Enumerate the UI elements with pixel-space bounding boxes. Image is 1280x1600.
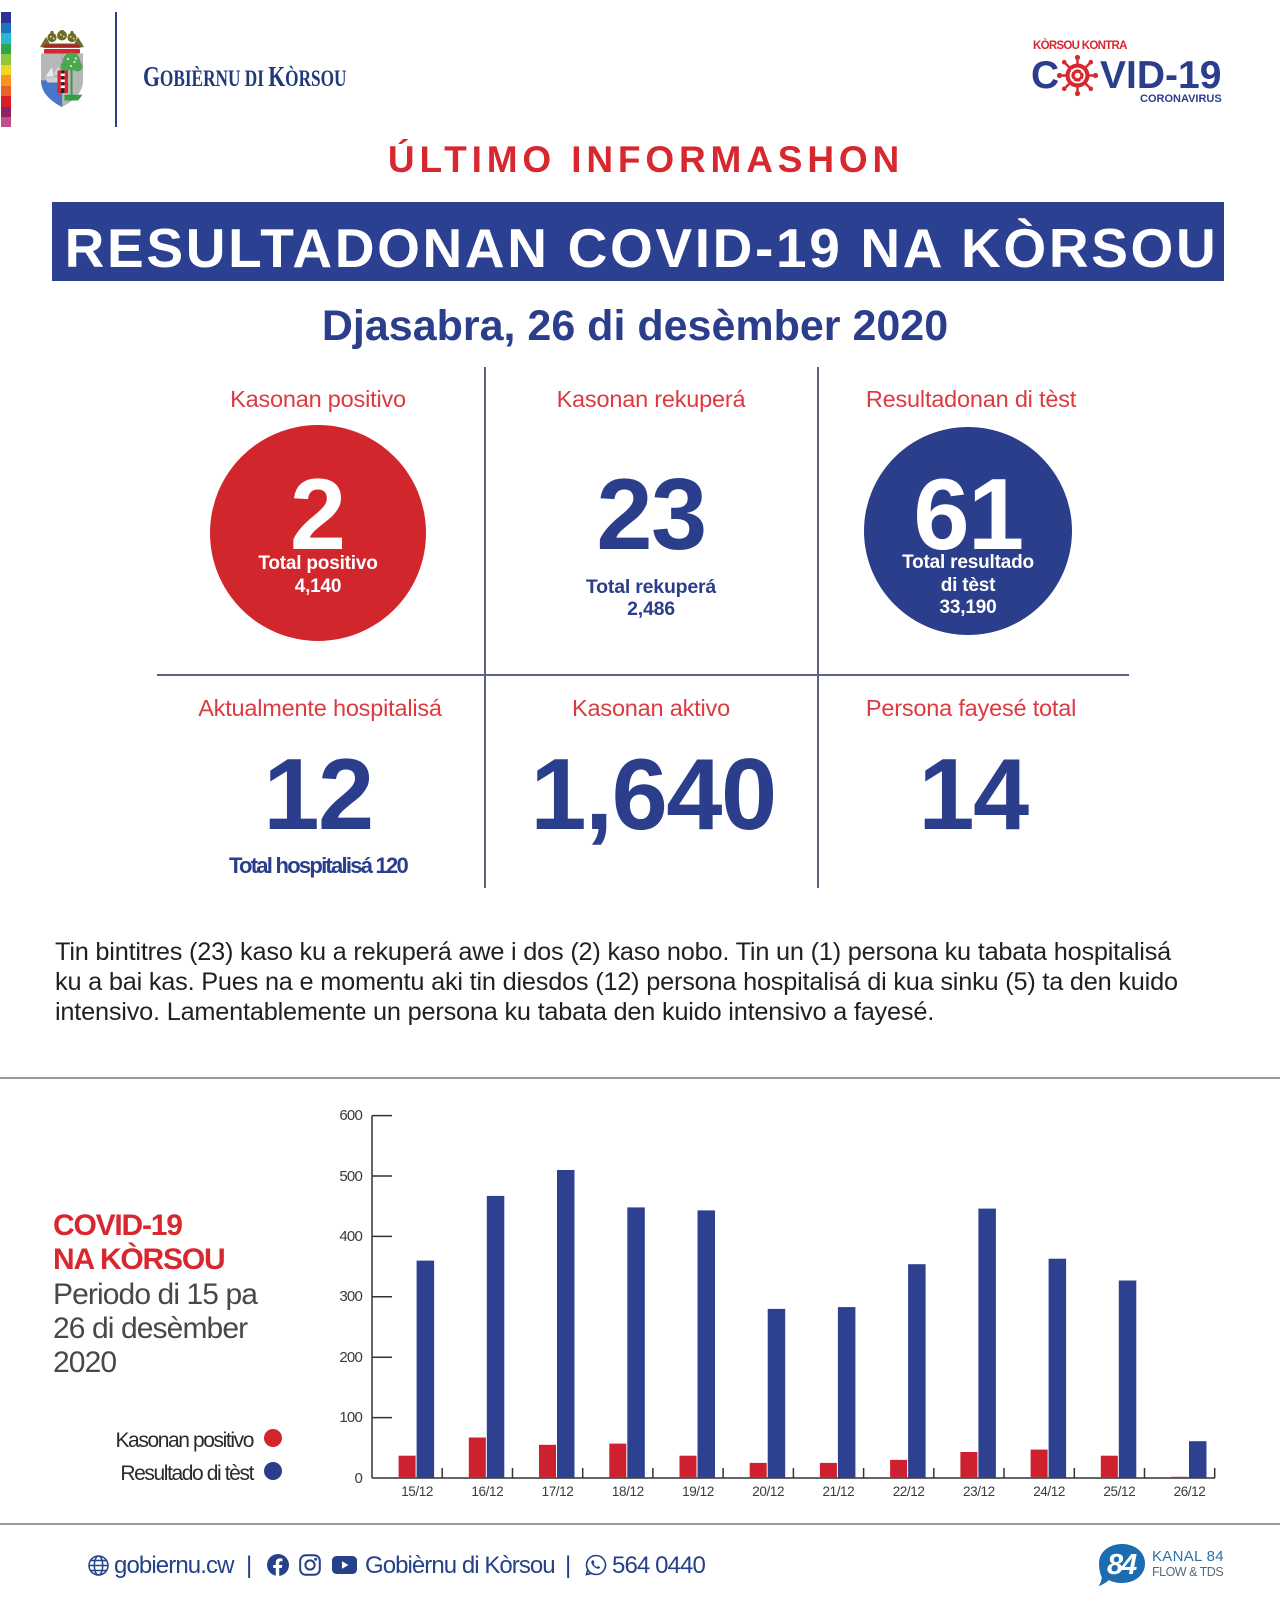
svg-text:84: 84 <box>1107 1549 1137 1581</box>
